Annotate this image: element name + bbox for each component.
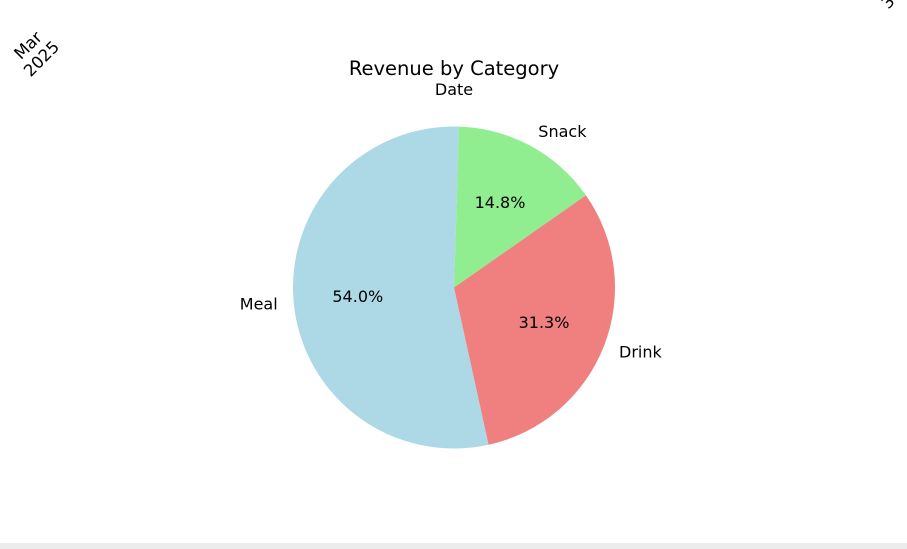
- pie-label-snack: Snack: [538, 122, 587, 141]
- stray-date-label: Mar 2025: [10, 28, 63, 81]
- pie-label-meal: Meal: [240, 294, 278, 313]
- pie-slice-snack: [454, 126, 586, 288]
- pie-slice-meal: [292, 126, 489, 449]
- pie-labels: 54.0% Meal 31.3% Drink 14.8% Snack: [240, 122, 663, 361]
- bottom-scrollbar-track: [0, 543, 907, 549]
- pie-pct-meal: 54.0%: [332, 287, 383, 306]
- stray-corner-label: 3: [878, 0, 899, 13]
- pie-slices: [292, 126, 616, 449]
- pie-label-drink: Drink: [619, 342, 662, 361]
- pie-slice-drink: [454, 195, 616, 445]
- chart-title: Revenue by Category: [349, 57, 559, 80]
- stray-corner-fragment: 3: [878, 0, 899, 13]
- pie-pct-drink: 31.3%: [519, 313, 570, 332]
- pie-pct-snack: 14.8%: [475, 193, 526, 212]
- chart-subtitle: Date: [435, 80, 473, 99]
